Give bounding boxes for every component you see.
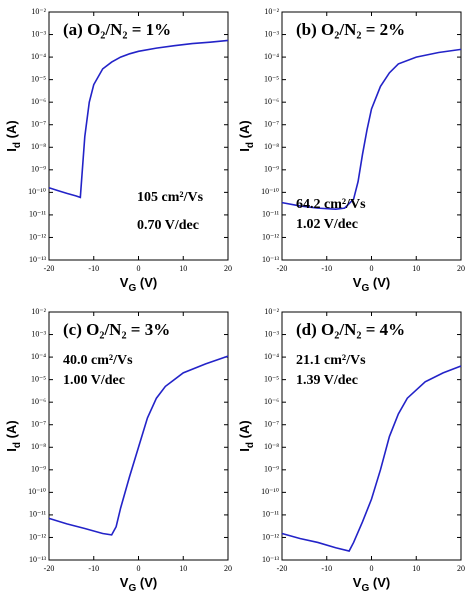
panel-title: (a) O₂/N₂ = 1% <box>63 20 171 39</box>
x-tick-label: 10 <box>179 564 187 573</box>
y-tick-label: 10⁻⁵ <box>264 74 279 83</box>
y-tick-label: 10⁻⁵ <box>264 374 279 383</box>
y-axis-label: Id (A) <box>237 120 255 151</box>
y-tick-label: 10⁻⁶ <box>264 97 279 106</box>
y-tick-label: 10⁻⁷ <box>31 120 46 129</box>
y-tick-label: 10⁻⁴ <box>264 52 279 61</box>
x-tick-label: 20 <box>457 564 465 573</box>
x-tick-label: -10 <box>321 264 332 273</box>
x-axis-label: VG (V) <box>120 275 157 293</box>
y-axis-label: Id (A) <box>4 420 22 451</box>
y-tick-label: 10⁻¹³ <box>262 555 280 564</box>
curve <box>281 365 462 552</box>
y-tick-label: 10⁻¹³ <box>262 255 280 264</box>
x-tick-label: -20 <box>277 564 288 573</box>
y-tick-label: 10⁻⁶ <box>31 97 46 106</box>
x-tick-label: 10 <box>179 264 187 273</box>
curve <box>48 39 229 199</box>
y-tick-label: 10⁻³ <box>31 29 46 38</box>
y-tick-label: 10⁻⁴ <box>264 352 279 361</box>
y-tick-label: 10⁻⁶ <box>264 397 279 406</box>
y-tick-label: 10⁻¹² <box>29 532 47 541</box>
curve <box>48 355 229 536</box>
panel-title: (d) O₂/N₂ = 4% <box>296 320 405 339</box>
y-tick-label: 10⁻¹³ <box>29 555 47 564</box>
panel-title: (b) O₂/N₂ = 2% <box>296 20 405 39</box>
x-tick-label: 10 <box>412 264 420 273</box>
x-tick-label: 20 <box>457 264 465 273</box>
y-tick-label: 10⁻⁷ <box>264 420 279 429</box>
y-tick-label: 10⁻⁶ <box>31 397 46 406</box>
curve <box>281 48 462 210</box>
y-tick-label: 10⁻⁴ <box>31 352 46 361</box>
x-tick-label: -10 <box>88 264 99 273</box>
y-tick-label: 10⁻³ <box>264 329 279 338</box>
y-tick-label: 10⁻¹² <box>29 232 47 241</box>
x-tick-label: 0 <box>370 564 374 573</box>
annotation: 40.0 cm²/Vs <box>63 353 133 368</box>
y-tick-label: 10⁻¹⁰ <box>28 187 46 196</box>
y-tick-label: 10⁻¹¹ <box>29 210 47 219</box>
y-tick-label: 10⁻⁸ <box>31 442 46 451</box>
y-tick-label: 10⁻⁹ <box>264 165 279 174</box>
y-tick-label: 10⁻⁴ <box>31 52 46 61</box>
y-tick-label: 10⁻⁷ <box>264 120 279 129</box>
x-tick-label: 0 <box>137 264 141 273</box>
y-tick-label: 10⁻² <box>264 7 279 16</box>
y-tick-label: 10⁻³ <box>31 329 46 338</box>
y-tick-label: 10⁻⁷ <box>31 420 46 429</box>
x-tick-label: 10 <box>412 564 420 573</box>
y-tick-label: 10⁻¹¹ <box>262 510 280 519</box>
y-tick-label: 10⁻² <box>264 307 279 316</box>
plot-frame <box>48 311 229 561</box>
x-axis-label: VG (V) <box>120 575 157 593</box>
x-axis-label: VG (V) <box>353 275 390 293</box>
plot-frame <box>281 311 462 561</box>
x-tick-label: -20 <box>44 564 55 573</box>
y-tick-label: 10⁻³ <box>264 29 279 38</box>
annotation: 21.1 cm²/Vs <box>296 353 366 368</box>
y-tick-label: 10⁻⁹ <box>31 165 46 174</box>
y-tick-label: 10⁻¹¹ <box>29 510 47 519</box>
annotation: 105 cm²/Vs <box>137 190 204 205</box>
y-tick-label: 10⁻⁸ <box>264 442 279 451</box>
y-tick-label: 10⁻¹² <box>262 532 280 541</box>
x-tick-label: -20 <box>44 264 55 273</box>
y-tick-label: 10⁻¹² <box>262 232 280 241</box>
y-tick-label: 10⁻⁸ <box>264 142 279 151</box>
y-tick-label: 10⁻² <box>31 307 46 316</box>
annotation: 0.70 V/dec <box>137 218 199 233</box>
y-tick-label: 10⁻² <box>31 7 46 16</box>
annotation: 1.39 V/dec <box>296 373 358 388</box>
y-tick-label: 10⁻⁵ <box>31 374 46 383</box>
x-tick-label: -10 <box>321 564 332 573</box>
y-tick-label: 10⁻¹⁰ <box>261 487 279 496</box>
x-tick-label: -10 <box>88 564 99 573</box>
annotation: 64.2 cm²/Vs <box>296 197 366 212</box>
annotation: 1.00 V/dec <box>63 373 125 388</box>
y-tick-label: 10⁻⁵ <box>31 74 46 83</box>
y-axis-label: Id (A) <box>4 120 22 151</box>
x-tick-label: 20 <box>224 264 232 273</box>
x-tick-label: 20 <box>224 564 232 573</box>
y-tick-label: 10⁻¹¹ <box>262 210 280 219</box>
y-tick-label: 10⁻¹³ <box>29 255 47 264</box>
y-axis-label: Id (A) <box>237 420 255 451</box>
y-tick-label: 10⁻⁹ <box>264 465 279 474</box>
x-tick-label: -20 <box>277 264 288 273</box>
panel-title: (c) O₂/N₂ = 3% <box>63 320 170 339</box>
y-tick-label: 10⁻⁹ <box>31 465 46 474</box>
annotation: 1.02 V/dec <box>296 217 358 232</box>
x-axis-label: VG (V) <box>353 575 390 593</box>
x-tick-label: 0 <box>137 564 141 573</box>
x-tick-label: 0 <box>370 264 374 273</box>
y-tick-label: 10⁻¹⁰ <box>261 187 279 196</box>
y-tick-label: 10⁻¹⁰ <box>28 487 46 496</box>
y-tick-label: 10⁻⁸ <box>31 142 46 151</box>
